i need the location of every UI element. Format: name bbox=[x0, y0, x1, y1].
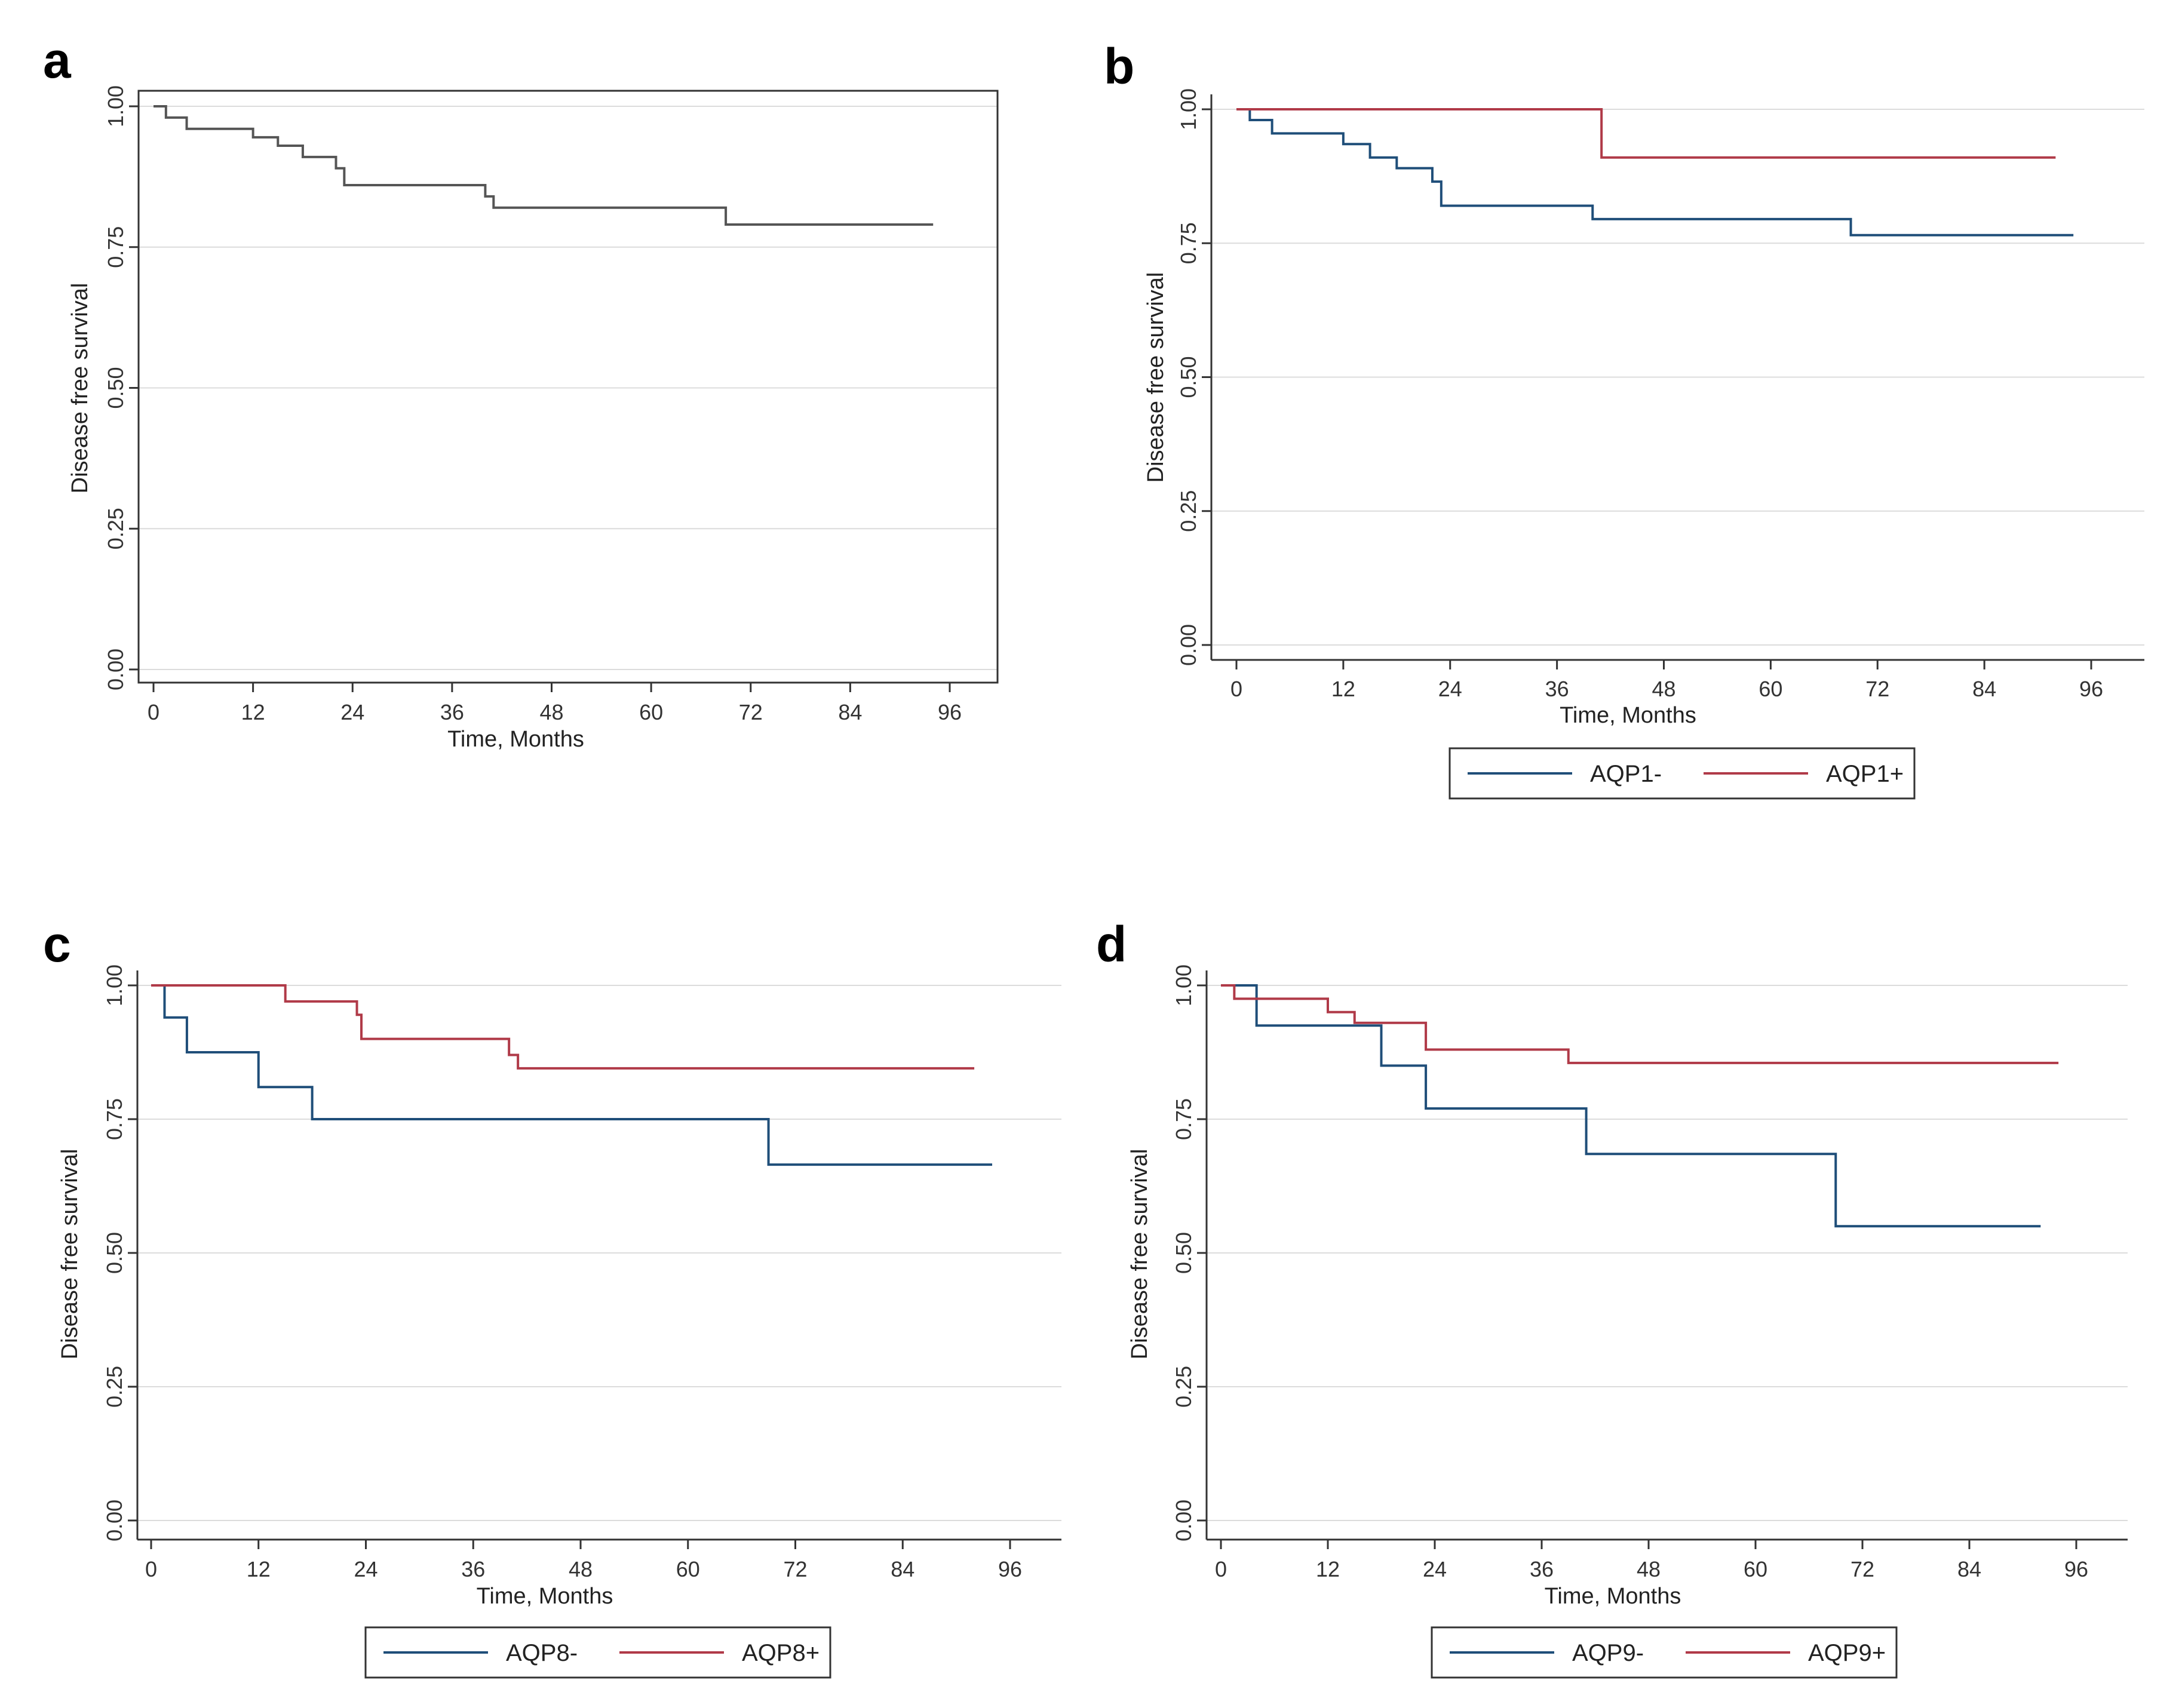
y-tick-label: 0.50 bbox=[1176, 356, 1201, 398]
y-tick-label: 1.00 bbox=[1171, 964, 1196, 1006]
x-tick-label: 96 bbox=[938, 700, 962, 724]
x-tick-label: 24 bbox=[340, 700, 364, 724]
x-tick-label: 72 bbox=[783, 1557, 807, 1581]
panel-letter: a bbox=[43, 32, 72, 88]
x-tick-label: 12 bbox=[241, 700, 265, 724]
y-tick-label: 0.50 bbox=[102, 1232, 127, 1274]
panel-letter: b bbox=[1104, 38, 1134, 94]
x-tick-label: 48 bbox=[1637, 1557, 1661, 1581]
x-tick-label: 24 bbox=[1438, 677, 1462, 701]
legend-label: AQP1- bbox=[1590, 761, 1662, 787]
km-curve-aqp9 bbox=[1221, 984, 2059, 1064]
x-tick-label: 24 bbox=[1423, 1557, 1447, 1581]
y-tick-label: 0.50 bbox=[103, 367, 128, 408]
y-tick-label: 0.00 bbox=[1176, 624, 1201, 666]
panel-b: b 0.00 0.25 0.50 0.75 1.00 0 12 24 36 48 60 72 84 96 Ti… bbox=[1104, 38, 2144, 800]
x-tick-label: 60 bbox=[1759, 677, 1782, 701]
x-tick-label: 24 bbox=[354, 1557, 378, 1581]
y-tick-label: 0.00 bbox=[102, 1500, 127, 1541]
x-tick-label: 84 bbox=[891, 1557, 914, 1581]
x-axis-title: Time, Months bbox=[1560, 703, 1696, 728]
km-curve-aqp8 bbox=[151, 984, 975, 1070]
km-curve-aqp8 bbox=[151, 984, 993, 1166]
y-tick-label: 0.50 bbox=[1171, 1232, 1196, 1274]
y-tick-label: 0.25 bbox=[102, 1366, 127, 1408]
plot-frame bbox=[137, 90, 999, 684]
y-tick-label: 0.00 bbox=[103, 649, 128, 690]
x-tick-label: 12 bbox=[247, 1557, 271, 1581]
x-tick-label: 48 bbox=[1652, 677, 1675, 701]
legend-label: AQP1+ bbox=[1826, 761, 1904, 787]
y-tick-label: 0.75 bbox=[103, 226, 128, 268]
y-axis-title: Disease free survival bbox=[57, 1149, 82, 1360]
x-tick-label: 0 bbox=[148, 700, 159, 724]
x-tick-label: 84 bbox=[1972, 677, 1996, 701]
x-tick-label: 36 bbox=[461, 1557, 485, 1581]
km-curve-all-patients bbox=[154, 105, 934, 226]
x-tick-label: 48 bbox=[569, 1557, 593, 1581]
x-tick-label: 84 bbox=[1957, 1557, 1981, 1581]
x-tick-label: 96 bbox=[2064, 1557, 2088, 1581]
y-tick-label: 0.75 bbox=[1176, 222, 1201, 264]
y-axis-title: Disease free survival bbox=[1127, 1149, 1152, 1360]
x-tick-label: 48 bbox=[539, 700, 563, 724]
x-tick-label: 0 bbox=[1215, 1557, 1227, 1581]
legend: AQP9- AQP9+ bbox=[1431, 1626, 1898, 1679]
y-tick-label: 0.00 bbox=[1171, 1500, 1196, 1541]
y-tick-label: 1.00 bbox=[103, 85, 128, 127]
panel-d: d 0.00 0.25 0.50 0.75 1.00 0 12 24 36 48 60 72 84 96 Ti… bbox=[1096, 916, 2128, 1679]
x-tick-label: 72 bbox=[1850, 1557, 1874, 1581]
y-axis-title: Disease free survival bbox=[67, 283, 93, 494]
x-tick-label: 36 bbox=[1530, 1557, 1554, 1581]
x-tick-label: 12 bbox=[1331, 677, 1355, 701]
km-curve-aqp1 bbox=[1236, 108, 2074, 236]
x-tick-label: 0 bbox=[145, 1557, 157, 1581]
panel-letter: d bbox=[1096, 916, 1127, 972]
legend: AQP8- AQP8+ bbox=[364, 1626, 831, 1679]
x-axis-title: Time, Months bbox=[1545, 1584, 1681, 1609]
legend-label: AQP8+ bbox=[742, 1640, 820, 1666]
y-tick-label: 0.25 bbox=[103, 508, 128, 549]
x-tick-label: 0 bbox=[1230, 677, 1242, 701]
y-tick-label: 1.00 bbox=[102, 964, 127, 1006]
x-tick-label: 96 bbox=[998, 1557, 1022, 1581]
x-tick-label: 12 bbox=[1316, 1557, 1340, 1581]
x-tick-label: 96 bbox=[2079, 677, 2103, 701]
x-tick-label: 84 bbox=[838, 700, 862, 724]
y-tick-label: 0.25 bbox=[1171, 1366, 1196, 1408]
x-axis-title: Time, Months bbox=[447, 727, 584, 752]
x-tick-label: 60 bbox=[639, 700, 663, 724]
panel-c: c 0.00 0.25 0.50 0.75 1.00 0 12 24 36 48 60 72 84 96 Ti… bbox=[43, 916, 1061, 1679]
km-curve-aqp9 bbox=[1221, 984, 2041, 1228]
legend-label: AQP9+ bbox=[1808, 1640, 1886, 1666]
x-axis-title: Time, Months bbox=[477, 1584, 613, 1609]
y-tick-label: 0.25 bbox=[1176, 490, 1201, 532]
x-tick-label: 60 bbox=[1744, 1557, 1767, 1581]
panel-letter: c bbox=[43, 916, 71, 972]
x-tick-label: 36 bbox=[440, 700, 464, 724]
y-axis-title: Disease free survival bbox=[1143, 272, 1168, 483]
x-tick-label: 72 bbox=[739, 700, 763, 724]
x-tick-label: 60 bbox=[676, 1557, 700, 1581]
legend-label: AQP8- bbox=[506, 1640, 578, 1666]
panel-a: a 0.00 0.25 0.50 0.75 1.00 0 12 24 36 48 60 72 84 96 Ti… bbox=[43, 32, 999, 752]
y-tick-label: 1.00 bbox=[1176, 88, 1201, 130]
y-tick-label: 0.75 bbox=[102, 1098, 127, 1140]
legend-label: AQP9- bbox=[1572, 1640, 1644, 1666]
y-tick-label: 0.75 bbox=[1171, 1098, 1196, 1140]
km-curve-aqp1 bbox=[1236, 108, 2056, 159]
legend: AQP1- AQP1+ bbox=[1448, 747, 1916, 800]
x-tick-label: 72 bbox=[1865, 677, 1889, 701]
x-tick-label: 36 bbox=[1545, 677, 1569, 701]
